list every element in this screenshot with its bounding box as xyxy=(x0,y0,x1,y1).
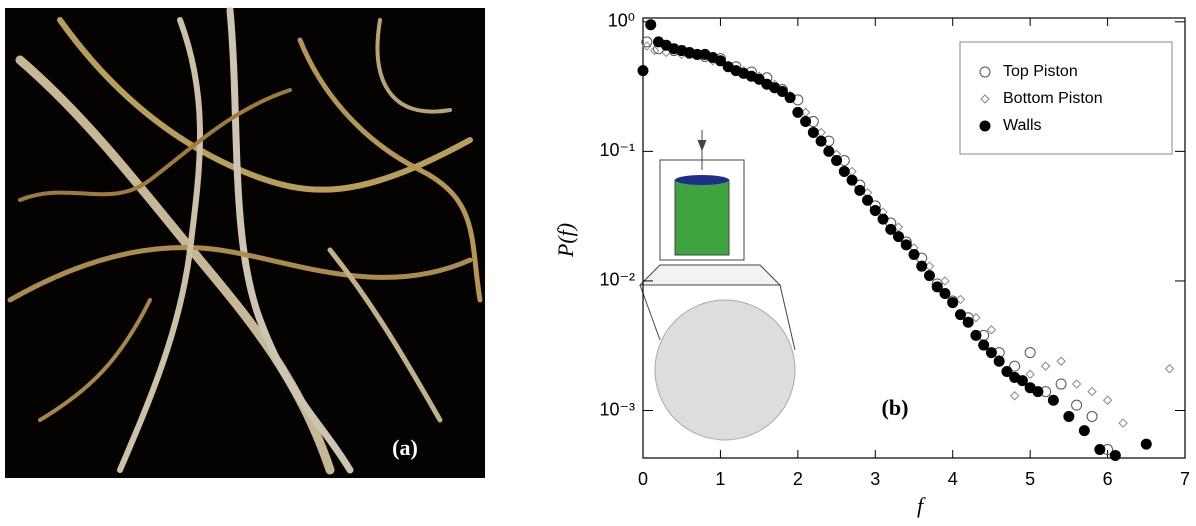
point xyxy=(1118,418,1128,428)
point xyxy=(807,126,819,138)
x-tick-label: 3 xyxy=(870,469,880,489)
y-tick-label: 10⁰ xyxy=(608,11,635,31)
plot-frame xyxy=(642,17,1186,459)
point xyxy=(893,231,905,243)
point xyxy=(1016,375,1028,387)
point xyxy=(641,36,653,48)
point xyxy=(1025,369,1035,380)
point xyxy=(1078,425,1090,437)
x-tick-label: 6 xyxy=(1103,469,1113,489)
point xyxy=(985,347,997,359)
x-tick-label: 5 xyxy=(1025,469,1035,489)
x-tick-label: 0 xyxy=(638,469,648,489)
point xyxy=(714,55,726,67)
point xyxy=(978,339,990,351)
legend-marker xyxy=(979,120,991,132)
point xyxy=(661,47,671,58)
point xyxy=(1087,386,1097,397)
point xyxy=(1055,378,1067,390)
point xyxy=(1001,366,1013,378)
point xyxy=(784,92,796,104)
point xyxy=(885,223,897,235)
point xyxy=(1164,364,1175,374)
point xyxy=(838,165,850,177)
point xyxy=(931,281,943,293)
legend-label: Walls xyxy=(1003,117,1042,134)
legend-label: Top Piston xyxy=(1003,63,1078,80)
point xyxy=(642,41,652,51)
point xyxy=(947,297,959,309)
point xyxy=(939,287,951,299)
panel-label: (b) xyxy=(882,395,909,420)
point xyxy=(962,316,974,328)
point xyxy=(908,248,920,260)
legend xyxy=(959,41,1173,155)
inset-drawing xyxy=(638,130,796,441)
x-axis-label: f xyxy=(917,493,926,518)
point xyxy=(645,19,657,31)
point xyxy=(955,294,966,305)
point xyxy=(846,174,858,186)
legend-label: Bottom Piston xyxy=(1003,90,1103,107)
x-tick-label: 1 xyxy=(715,469,725,489)
point xyxy=(1071,399,1083,411)
point xyxy=(1040,361,1051,371)
point xyxy=(1071,379,1082,389)
point xyxy=(1056,356,1066,366)
legend-marker xyxy=(979,66,991,78)
point xyxy=(823,145,835,157)
point xyxy=(776,85,788,97)
point xyxy=(971,313,981,323)
point xyxy=(831,155,843,167)
point xyxy=(877,213,889,225)
point xyxy=(1086,410,1098,422)
point xyxy=(954,309,966,321)
point xyxy=(1032,386,1044,398)
point xyxy=(940,276,950,286)
panel-label: (a) xyxy=(392,435,418,460)
point xyxy=(753,73,765,85)
y-tick-label: 10⁻¹ xyxy=(599,140,635,160)
y-tick-label: 10⁻³ xyxy=(599,399,635,419)
point xyxy=(800,116,812,128)
point xyxy=(900,239,912,251)
legend-marker xyxy=(980,94,990,104)
y-axis-label: P(f) xyxy=(553,223,578,258)
point xyxy=(1094,444,1106,456)
point xyxy=(1009,360,1021,372)
point xyxy=(649,45,660,56)
point xyxy=(986,325,997,335)
photoelastic-image: (a) xyxy=(5,6,485,478)
point xyxy=(1063,410,1075,422)
y-tick-label: 10⁻² xyxy=(599,270,635,290)
point xyxy=(916,260,928,272)
point xyxy=(862,194,874,206)
point xyxy=(869,204,881,216)
point xyxy=(970,329,982,341)
point xyxy=(792,106,804,118)
point xyxy=(815,135,827,147)
point xyxy=(1024,347,1036,359)
point xyxy=(1109,449,1121,461)
point xyxy=(1047,394,1059,406)
point xyxy=(637,65,649,77)
point xyxy=(854,184,866,196)
point xyxy=(1140,438,1152,450)
x-tick-label: 4 xyxy=(948,469,958,489)
point xyxy=(1102,395,1113,405)
point xyxy=(923,270,935,282)
x-tick-label: 2 xyxy=(793,469,803,489)
point xyxy=(1009,391,1020,401)
x-tick-label: 7 xyxy=(1180,469,1190,489)
point xyxy=(993,355,1005,367)
